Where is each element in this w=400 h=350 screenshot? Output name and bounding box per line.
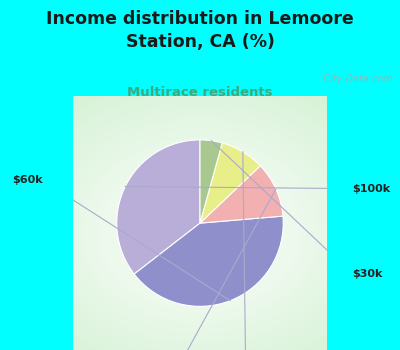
Text: Income distribution in Lemoore
Station, CA (%): Income distribution in Lemoore Station, … [46,10,354,51]
Text: $100k: $100k [352,184,390,194]
Text: $30k: $30k [352,269,383,279]
Wedge shape [200,143,260,223]
Wedge shape [117,140,200,274]
Text: $60k: $60k [12,175,43,186]
Text: City-Data.com: City-Data.com [317,74,393,84]
Wedge shape [134,216,283,306]
Text: Multirace residents: Multirace residents [127,86,273,99]
Wedge shape [200,166,283,223]
Wedge shape [200,140,222,223]
